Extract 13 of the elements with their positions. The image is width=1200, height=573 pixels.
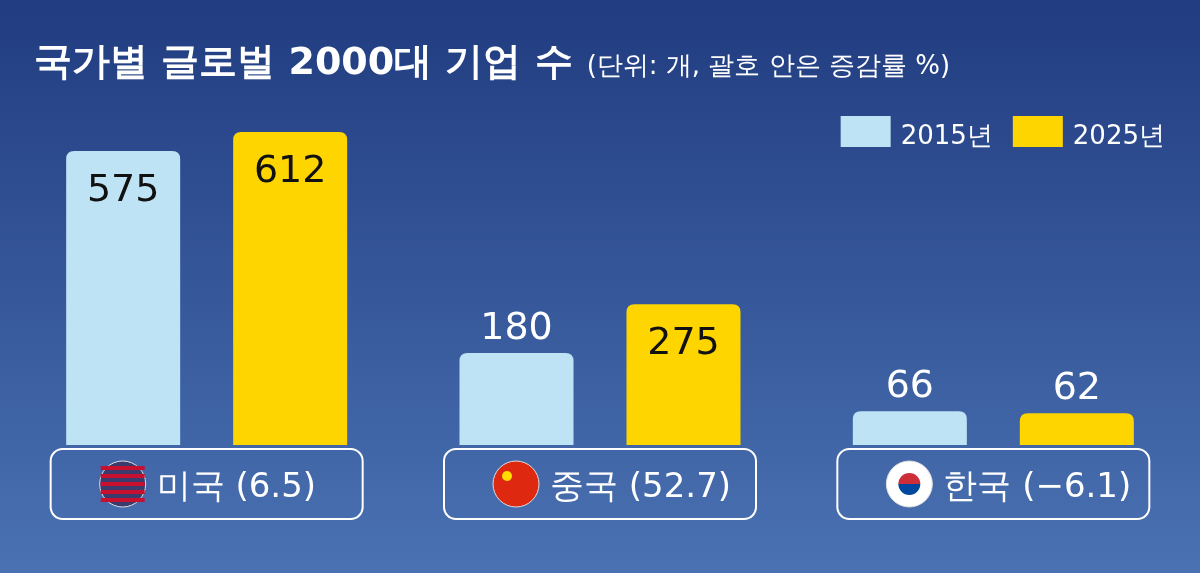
legend-label: 2015년: [900, 120, 993, 150]
data-label: 180: [480, 303, 553, 348]
chart-title: 국가별 글로벌 2000대 기업 수: [34, 39, 573, 83]
legend-label: 2025년: [1072, 120, 1165, 150]
data-label: 575: [86, 165, 160, 210]
x-tick-label: 미국 (6.5): [156, 465, 317, 505]
data-label: 275: [647, 319, 720, 364]
data-label: 66: [885, 362, 935, 407]
x-tick-label: 한국 (−6.1): [943, 465, 1132, 505]
data-label: 612: [253, 147, 327, 191]
chart-subtitle: (단위: 개, 괄호 안은 증감률 %): [586, 50, 951, 80]
x-tick-label: 중국 (52.7): [550, 465, 732, 505]
data-label: 62: [1052, 364, 1102, 409]
